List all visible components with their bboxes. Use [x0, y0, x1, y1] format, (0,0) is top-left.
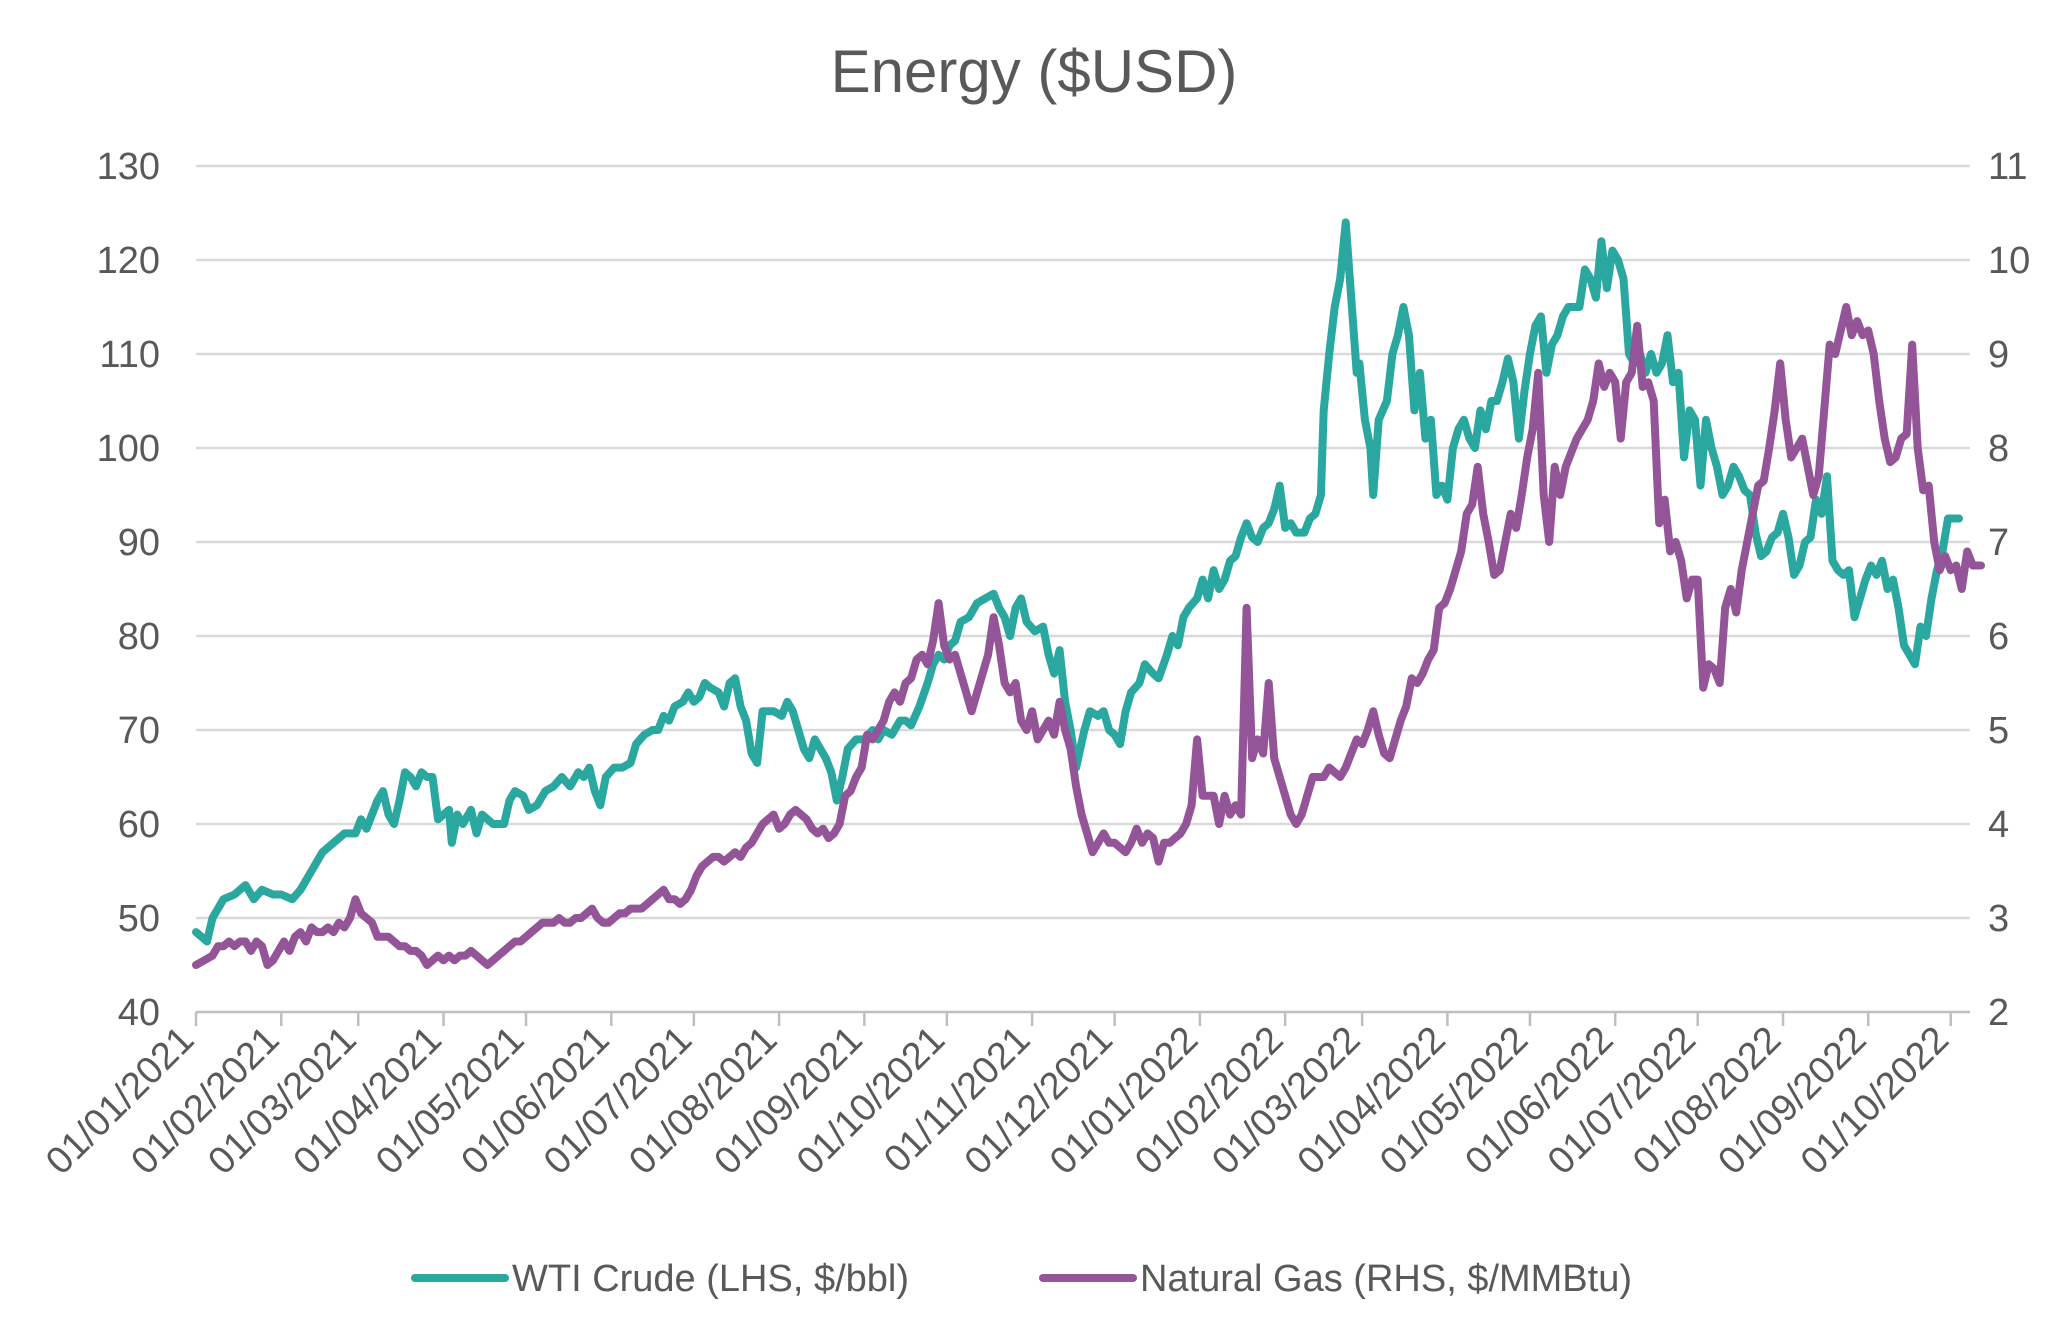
right-axis-tick-label: 8: [1988, 428, 2009, 470]
left-y-axis: 40 50 60 70 80 90 100 110 120 130: [97, 146, 160, 1034]
right-axis-tick-label: 3: [1988, 898, 2009, 940]
right-axis-tick-label: 10: [1988, 240, 2030, 282]
left-axis-tick-label: 60: [118, 804, 160, 846]
right-axis-tick-label: 11: [1988, 146, 2027, 188]
right-axis-tick-label: 4: [1988, 804, 2009, 846]
right-axis-tick-label: 5: [1988, 710, 2009, 752]
left-axis-tick-label: 70: [118, 710, 160, 752]
right-y-axis: 2 3 4 5 6 7 8 9 10 11: [1988, 146, 2030, 1034]
left-axis-tick-label: 50: [118, 898, 160, 940]
series-lines: [192, 218, 1985, 969]
legend-item-wti[interactable]: WTI Crude (LHS, $/bbl): [411, 1258, 909, 1300]
series-line-wti-crude: [192, 218, 1963, 946]
left-axis-tick-label: 90: [118, 522, 160, 564]
left-axis-tick-label: 40: [118, 992, 160, 1034]
right-axis-tick-label: 9: [1988, 334, 2009, 376]
gridlines: [196, 164, 1970, 1014]
legend-label-natural-gas: Natural Gas (RHS, $/MMBtu): [1140, 1258, 1632, 1300]
left-axis-tick-label: 80: [118, 616, 160, 658]
right-axis-tick-label: 7: [1988, 522, 2009, 564]
left-axis-tick-label: 130: [97, 146, 160, 188]
left-axis-tick-label: 100: [97, 428, 160, 470]
legend: WTI Crude (LHS, $/bbl) Natural Gas (RHS,…: [411, 1258, 1632, 1300]
x-axis: 01/01/202101/02/202101/03/202101/04/2021…: [38, 1012, 1957, 1183]
series-line-natural-gas: [192, 303, 1985, 969]
left-axis-tick-label: 110: [99, 334, 160, 376]
left-axis-tick-label: 120: [97, 240, 160, 282]
right-axis-tick-label: 6: [1988, 616, 2009, 658]
legend-label-wti: WTI Crude (LHS, $/bbl): [512, 1258, 909, 1300]
legend-item-natural-gas[interactable]: Natural Gas (RHS, $/MMBtu): [1039, 1258, 1632, 1300]
chart-title: Energy ($USD): [831, 38, 1238, 105]
right-axis-tick-label: 2: [1988, 992, 2009, 1034]
